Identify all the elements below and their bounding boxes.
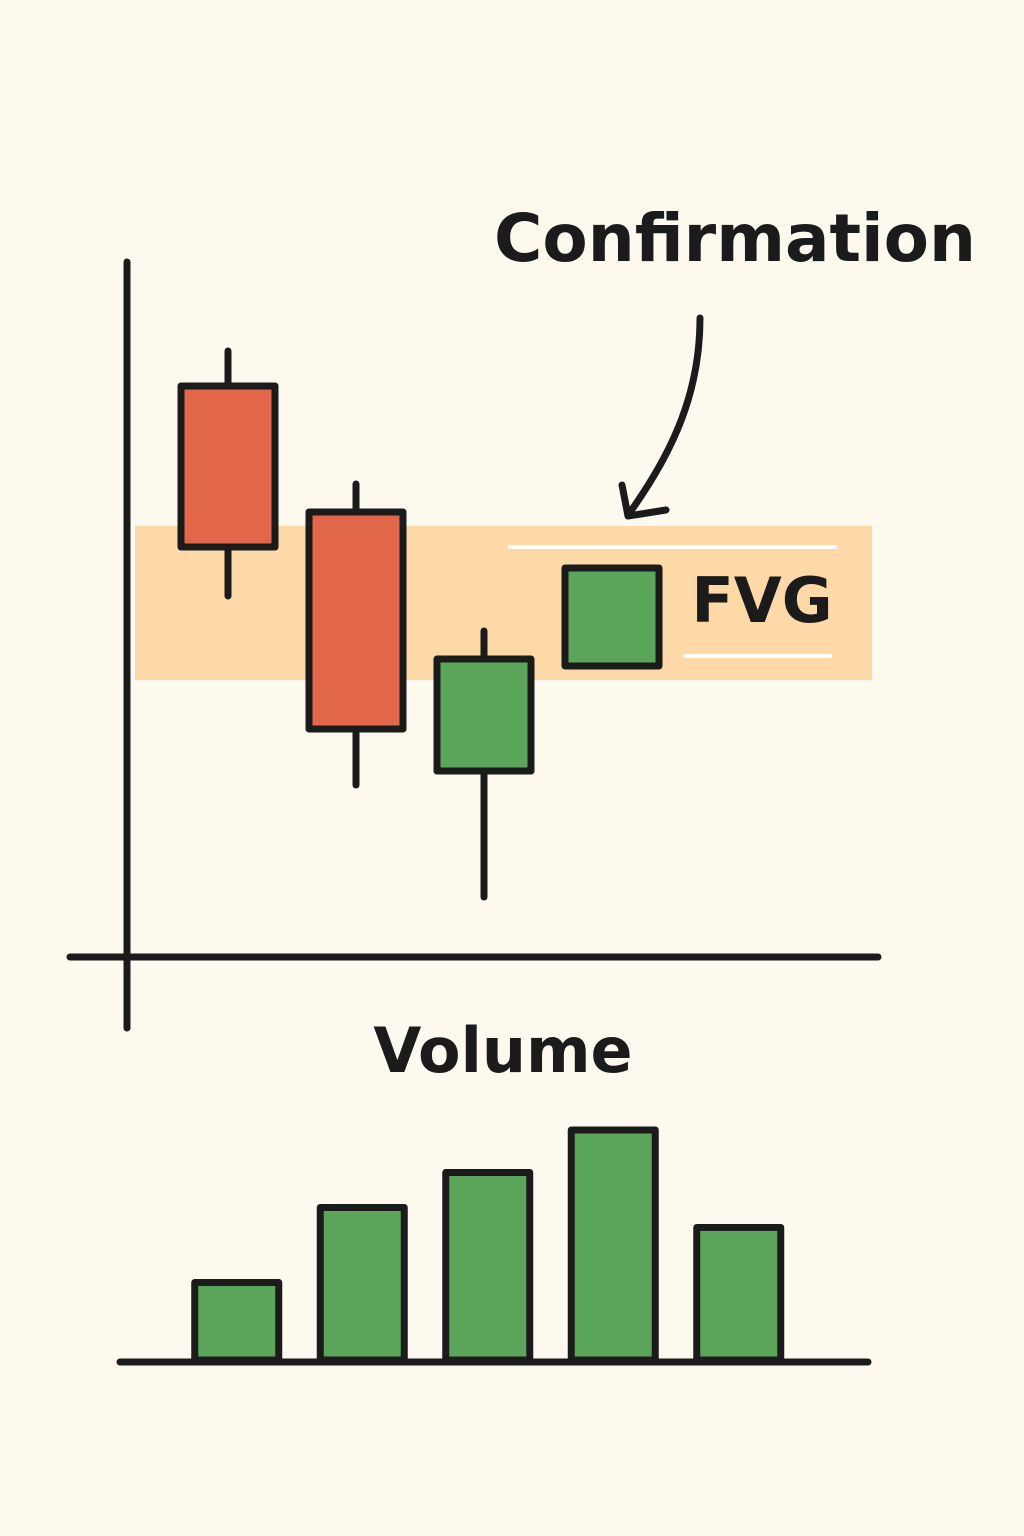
volume-bar <box>316 1204 408 1364</box>
zone-layer: FVG <box>135 526 872 680</box>
candle-body <box>305 508 407 733</box>
marks-layer <box>177 347 785 1364</box>
arrow <box>624 314 704 519</box>
volume-bar <box>442 1169 534 1364</box>
candle-body <box>177 382 279 551</box>
candle-body <box>433 655 535 775</box>
candle-body <box>561 564 663 670</box>
volume-bar <box>693 1224 785 1364</box>
volume-bar <box>191 1279 283 1364</box>
volume-bar <box>567 1126 659 1364</box>
arrow-head <box>618 481 670 520</box>
annotation-text: Confirmation <box>494 200 976 277</box>
chart-title: Volume <box>373 1014 632 1087</box>
zone-label: FVG <box>691 564 832 637</box>
